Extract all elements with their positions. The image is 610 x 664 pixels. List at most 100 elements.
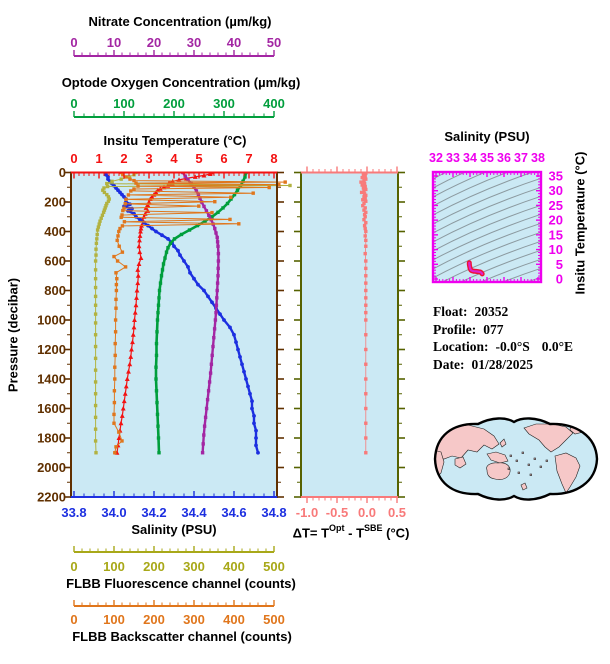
float-info-block: Float: 20352 Profile: 077 Location: -0.0°S 0… — [433, 303, 573, 373]
tick-label: 10 — [549, 242, 563, 257]
nitrate-axis: 0 10 20 30 40 50 — [70, 35, 281, 57]
ts-plot-area — [433, 172, 541, 282]
salinity-axis-title: Salinity (PSU) — [131, 522, 217, 537]
tick-label: 33 — [446, 151, 460, 165]
profile-line-backscatter — [112, 173, 287, 455]
tick-label: 20 — [147, 35, 161, 50]
delta-t-label-mid: - T — [344, 525, 365, 541]
float-id-value: 20352 — [474, 304, 509, 319]
tick-label: 32 — [429, 151, 443, 165]
fluorescence-axis-title: FLBB Fluorescence channel (counts) — [66, 576, 296, 591]
tick-label: 20 — [549, 213, 563, 228]
delta-t-label-pre: ΔT= T — [292, 525, 330, 541]
tick-label: 34.2 — [141, 505, 166, 520]
float-id-label: Float: — [433, 304, 468, 319]
tick-label: 0 — [70, 35, 77, 50]
tick-label: 0 — [70, 96, 77, 111]
tick-label: 36 — [497, 151, 511, 165]
world-map-land — [435, 423, 584, 494]
tick-label: 34 — [463, 151, 477, 165]
tick-label: 30 — [549, 183, 563, 198]
delta-t-plot-area — [301, 172, 398, 497]
float-id-row: Float: 20352 — [433, 303, 573, 321]
tick-label: 34.8 — [261, 505, 286, 520]
tick-label: 33.8 — [61, 505, 86, 520]
tick-label: 1 — [95, 151, 102, 166]
tick-label: 1200 — [37, 342, 66, 357]
main-plot-frame: 0 200 400 600 800 1000 1200 1400 1600 1800 2000 220… — [37, 151, 287, 520]
tick-label: 100 — [113, 96, 135, 111]
tick-label: 200 — [163, 96, 185, 111]
location-lon-value: 0.0°E — [541, 339, 574, 354]
tick-label: 38 — [531, 151, 545, 165]
tick-label: 5 — [195, 151, 202, 166]
oxygen-axis-title: Optode Oxygen Concentration (µm/kg) — [61, 75, 301, 90]
backscatter-axis-title: FLBB Backscatter channel (counts) — [72, 629, 292, 644]
tick-label: -0.5 — [326, 505, 348, 520]
tick-label: 30 — [187, 35, 201, 50]
ts-salinity-axis-title: Salinity (PSU) — [444, 129, 530, 144]
location-label: Location: — [433, 339, 489, 354]
tick-label: 0.0 — [358, 505, 376, 520]
profile-curves — [93, 173, 292, 455]
tick-label: 34.4 — [181, 505, 207, 520]
tick-label: 15 — [549, 227, 563, 242]
tick-label: 2200 — [37, 490, 66, 505]
world-map — [433, 417, 599, 501]
delta-t-label-post: (°C) — [382, 525, 410, 541]
pressure-axis-title: Pressure (decibar) — [5, 277, 21, 393]
tick-label: 3 — [145, 151, 152, 166]
ts-curve — [466, 260, 485, 277]
tick-label: -1.0 — [296, 505, 318, 520]
location-lat-value: -0.0°S — [495, 339, 530, 354]
tick-label: 10 — [107, 35, 121, 50]
delta-t-panel: -1.0 -0.5 0.0 0.5 — [294, 166, 406, 520]
tick-label: 8 — [270, 151, 277, 166]
world-map-outline — [433, 417, 599, 501]
tick-label: 1600 — [37, 401, 66, 416]
tick-label: 200 — [143, 559, 165, 574]
tick-label: 100 — [103, 559, 125, 574]
tick-label: 40 — [227, 35, 241, 50]
tick-label: 0 — [70, 612, 77, 627]
tick-label: 34.6 — [221, 505, 246, 520]
tick-label: 35 — [549, 168, 563, 183]
tick-label: 25 — [549, 198, 563, 213]
profile-line-nitrate — [181, 173, 221, 455]
location-row: Location: -0.0°S 0.0°E — [433, 338, 573, 356]
tick-label: 1400 — [37, 372, 66, 387]
tick-label: 37 — [514, 151, 528, 165]
tick-label: 300 — [213, 96, 235, 111]
tick-label: 200 — [143, 612, 165, 627]
tick-label: 400 — [44, 224, 66, 239]
profile-number-label: Profile: — [433, 321, 477, 337]
delta-t-points — [359, 173, 368, 455]
tick-label: 2000 — [37, 460, 66, 475]
tick-label: 600 — [44, 254, 66, 269]
tick-label: 100 — [103, 612, 125, 627]
tick-label: 300 — [183, 612, 205, 627]
date-label: Date: — [433, 356, 465, 372]
tick-label: 5 — [556, 257, 563, 272]
tick-label: 400 — [223, 612, 245, 627]
fluorescence-axis: 0 100 200 300 400 500 — [70, 546, 285, 574]
tick-label: 200 — [44, 195, 66, 210]
tick-label: 0 — [59, 165, 66, 180]
temperature-axis-title: Insitu Temperature (°C) — [103, 133, 247, 148]
delta-t-label-sup-opt: Opt — [329, 523, 345, 533]
tick-label: 800 — [44, 283, 66, 298]
date-value: 01/28/2025 — [471, 356, 533, 372]
delta-t-axis-title: ΔT= TOpt - TSBE (°C) — [293, 523, 410, 539]
tick-label: 1800 — [37, 431, 66, 446]
main-plot-area — [71, 172, 277, 497]
tick-label: 35 — [480, 151, 494, 165]
tick-label: 0.5 — [388, 505, 406, 520]
tick-label: 0 — [70, 151, 77, 166]
profile-line-fluorescence — [93, 173, 292, 455]
oxygen-axis: 0 100 200 300 400 — [70, 96, 285, 118]
tick-label: 400 — [263, 96, 285, 111]
tick-label: 0 — [556, 272, 563, 287]
